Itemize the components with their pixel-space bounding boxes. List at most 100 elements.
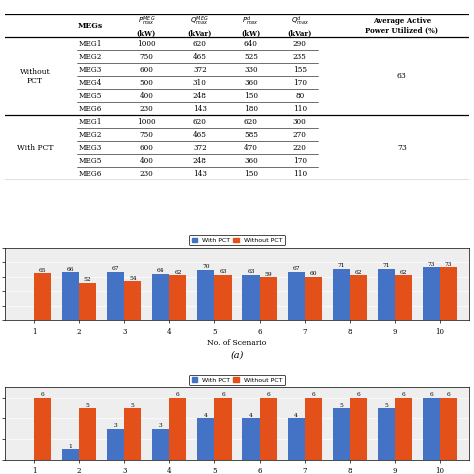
Bar xyxy=(395,275,412,320)
Bar xyxy=(214,274,232,320)
Bar xyxy=(62,449,79,460)
Text: 750: 750 xyxy=(139,131,154,139)
Text: 143: 143 xyxy=(193,170,207,178)
Bar xyxy=(62,273,79,320)
Bar xyxy=(107,429,124,460)
Text: 180: 180 xyxy=(244,105,258,113)
Text: 63: 63 xyxy=(219,269,227,274)
Bar xyxy=(440,398,457,460)
X-axis label: No. of Scenario: No. of Scenario xyxy=(207,338,266,346)
Text: MEG5: MEG5 xyxy=(79,157,102,165)
Text: 6: 6 xyxy=(176,392,180,397)
Text: 750: 750 xyxy=(139,53,154,61)
Text: MEG6: MEG6 xyxy=(79,105,102,113)
Text: 73: 73 xyxy=(428,262,435,267)
Text: 1: 1 xyxy=(69,444,73,449)
Text: 360: 360 xyxy=(244,157,258,165)
Text: 220: 220 xyxy=(293,144,307,152)
Text: $Q_{max}^{MEG}$
(kVar): $Q_{max}^{MEG}$ (kVar) xyxy=(188,14,212,37)
Legend: With PCT, Without PCT: With PCT, Without PCT xyxy=(189,235,285,246)
Bar xyxy=(260,277,277,320)
Text: MEG1: MEG1 xyxy=(79,40,102,48)
Text: 465: 465 xyxy=(193,131,207,139)
Text: MEG4: MEG4 xyxy=(79,79,102,87)
Text: 6: 6 xyxy=(447,392,450,397)
Text: 620: 620 xyxy=(193,118,207,126)
Bar xyxy=(333,269,350,320)
Text: 600: 600 xyxy=(139,144,154,152)
Text: 248: 248 xyxy=(193,157,207,165)
Text: 6: 6 xyxy=(221,392,225,397)
Text: With PCT: With PCT xyxy=(17,144,53,152)
Text: 59: 59 xyxy=(264,272,272,277)
Text: 63: 63 xyxy=(247,269,255,274)
Text: 5: 5 xyxy=(131,402,135,408)
Bar xyxy=(242,274,260,320)
Text: MEG3: MEG3 xyxy=(79,66,102,74)
Text: 60: 60 xyxy=(310,271,317,276)
Text: 248: 248 xyxy=(193,92,207,100)
Text: 585: 585 xyxy=(244,131,258,139)
Bar xyxy=(197,419,214,460)
Bar xyxy=(79,408,96,460)
Text: 170: 170 xyxy=(293,157,307,165)
Text: 71: 71 xyxy=(383,263,390,268)
Text: 1000: 1000 xyxy=(137,40,156,48)
Text: (a): (a) xyxy=(230,350,244,359)
Text: 5: 5 xyxy=(384,402,388,408)
Bar xyxy=(169,398,186,460)
Text: MEG5: MEG5 xyxy=(79,92,102,100)
Bar xyxy=(350,398,367,460)
Text: 71: 71 xyxy=(337,263,345,268)
Bar xyxy=(242,419,260,460)
Text: 80: 80 xyxy=(295,92,304,100)
Bar xyxy=(214,398,232,460)
Text: 4: 4 xyxy=(294,413,298,418)
Bar xyxy=(152,429,169,460)
Text: MEG2: MEG2 xyxy=(79,131,102,139)
Bar xyxy=(423,398,440,460)
Text: 372: 372 xyxy=(193,144,207,152)
Text: 73: 73 xyxy=(445,262,452,267)
Text: 1000: 1000 xyxy=(137,118,156,126)
Bar xyxy=(79,283,96,320)
Bar xyxy=(305,277,322,320)
Text: 400: 400 xyxy=(139,157,154,165)
Text: MEGs: MEGs xyxy=(78,22,103,30)
Text: 6: 6 xyxy=(311,392,315,397)
Text: MEG1: MEG1 xyxy=(79,118,102,126)
Text: 360: 360 xyxy=(244,79,258,87)
Text: 330: 330 xyxy=(244,66,258,74)
Text: 620: 620 xyxy=(244,118,258,126)
Bar xyxy=(34,273,51,320)
Text: 63: 63 xyxy=(397,73,407,81)
Text: 150: 150 xyxy=(244,170,258,178)
Bar xyxy=(124,281,141,320)
Bar xyxy=(34,398,51,460)
Text: 372: 372 xyxy=(193,66,207,74)
Text: 6: 6 xyxy=(429,392,433,397)
Text: 62: 62 xyxy=(355,270,362,275)
Bar xyxy=(124,408,141,460)
Bar xyxy=(395,398,412,460)
Text: 525: 525 xyxy=(244,53,258,61)
Bar xyxy=(350,275,367,320)
Text: $Q_{max}^{d}$
(kVar): $Q_{max}^{d}$ (kVar) xyxy=(288,14,312,37)
Text: 110: 110 xyxy=(292,105,307,113)
Text: 67: 67 xyxy=(112,266,119,271)
Bar xyxy=(260,398,277,460)
Text: 640: 640 xyxy=(244,40,258,48)
Text: 400: 400 xyxy=(139,92,154,100)
Text: 4: 4 xyxy=(204,413,208,418)
Text: 65: 65 xyxy=(39,267,46,273)
Text: Average Active
Power Utilized (%): Average Active Power Utilized (%) xyxy=(365,17,438,35)
Legend: With PCT, Without PCT: With PCT, Without PCT xyxy=(189,375,285,385)
Text: 5: 5 xyxy=(86,402,90,408)
Text: 600: 600 xyxy=(139,66,154,74)
Text: 270: 270 xyxy=(293,131,307,139)
Bar xyxy=(440,267,457,320)
Text: 620: 620 xyxy=(193,40,207,48)
Bar xyxy=(333,408,350,460)
Text: 6: 6 xyxy=(41,392,45,397)
Text: 6: 6 xyxy=(266,392,270,397)
